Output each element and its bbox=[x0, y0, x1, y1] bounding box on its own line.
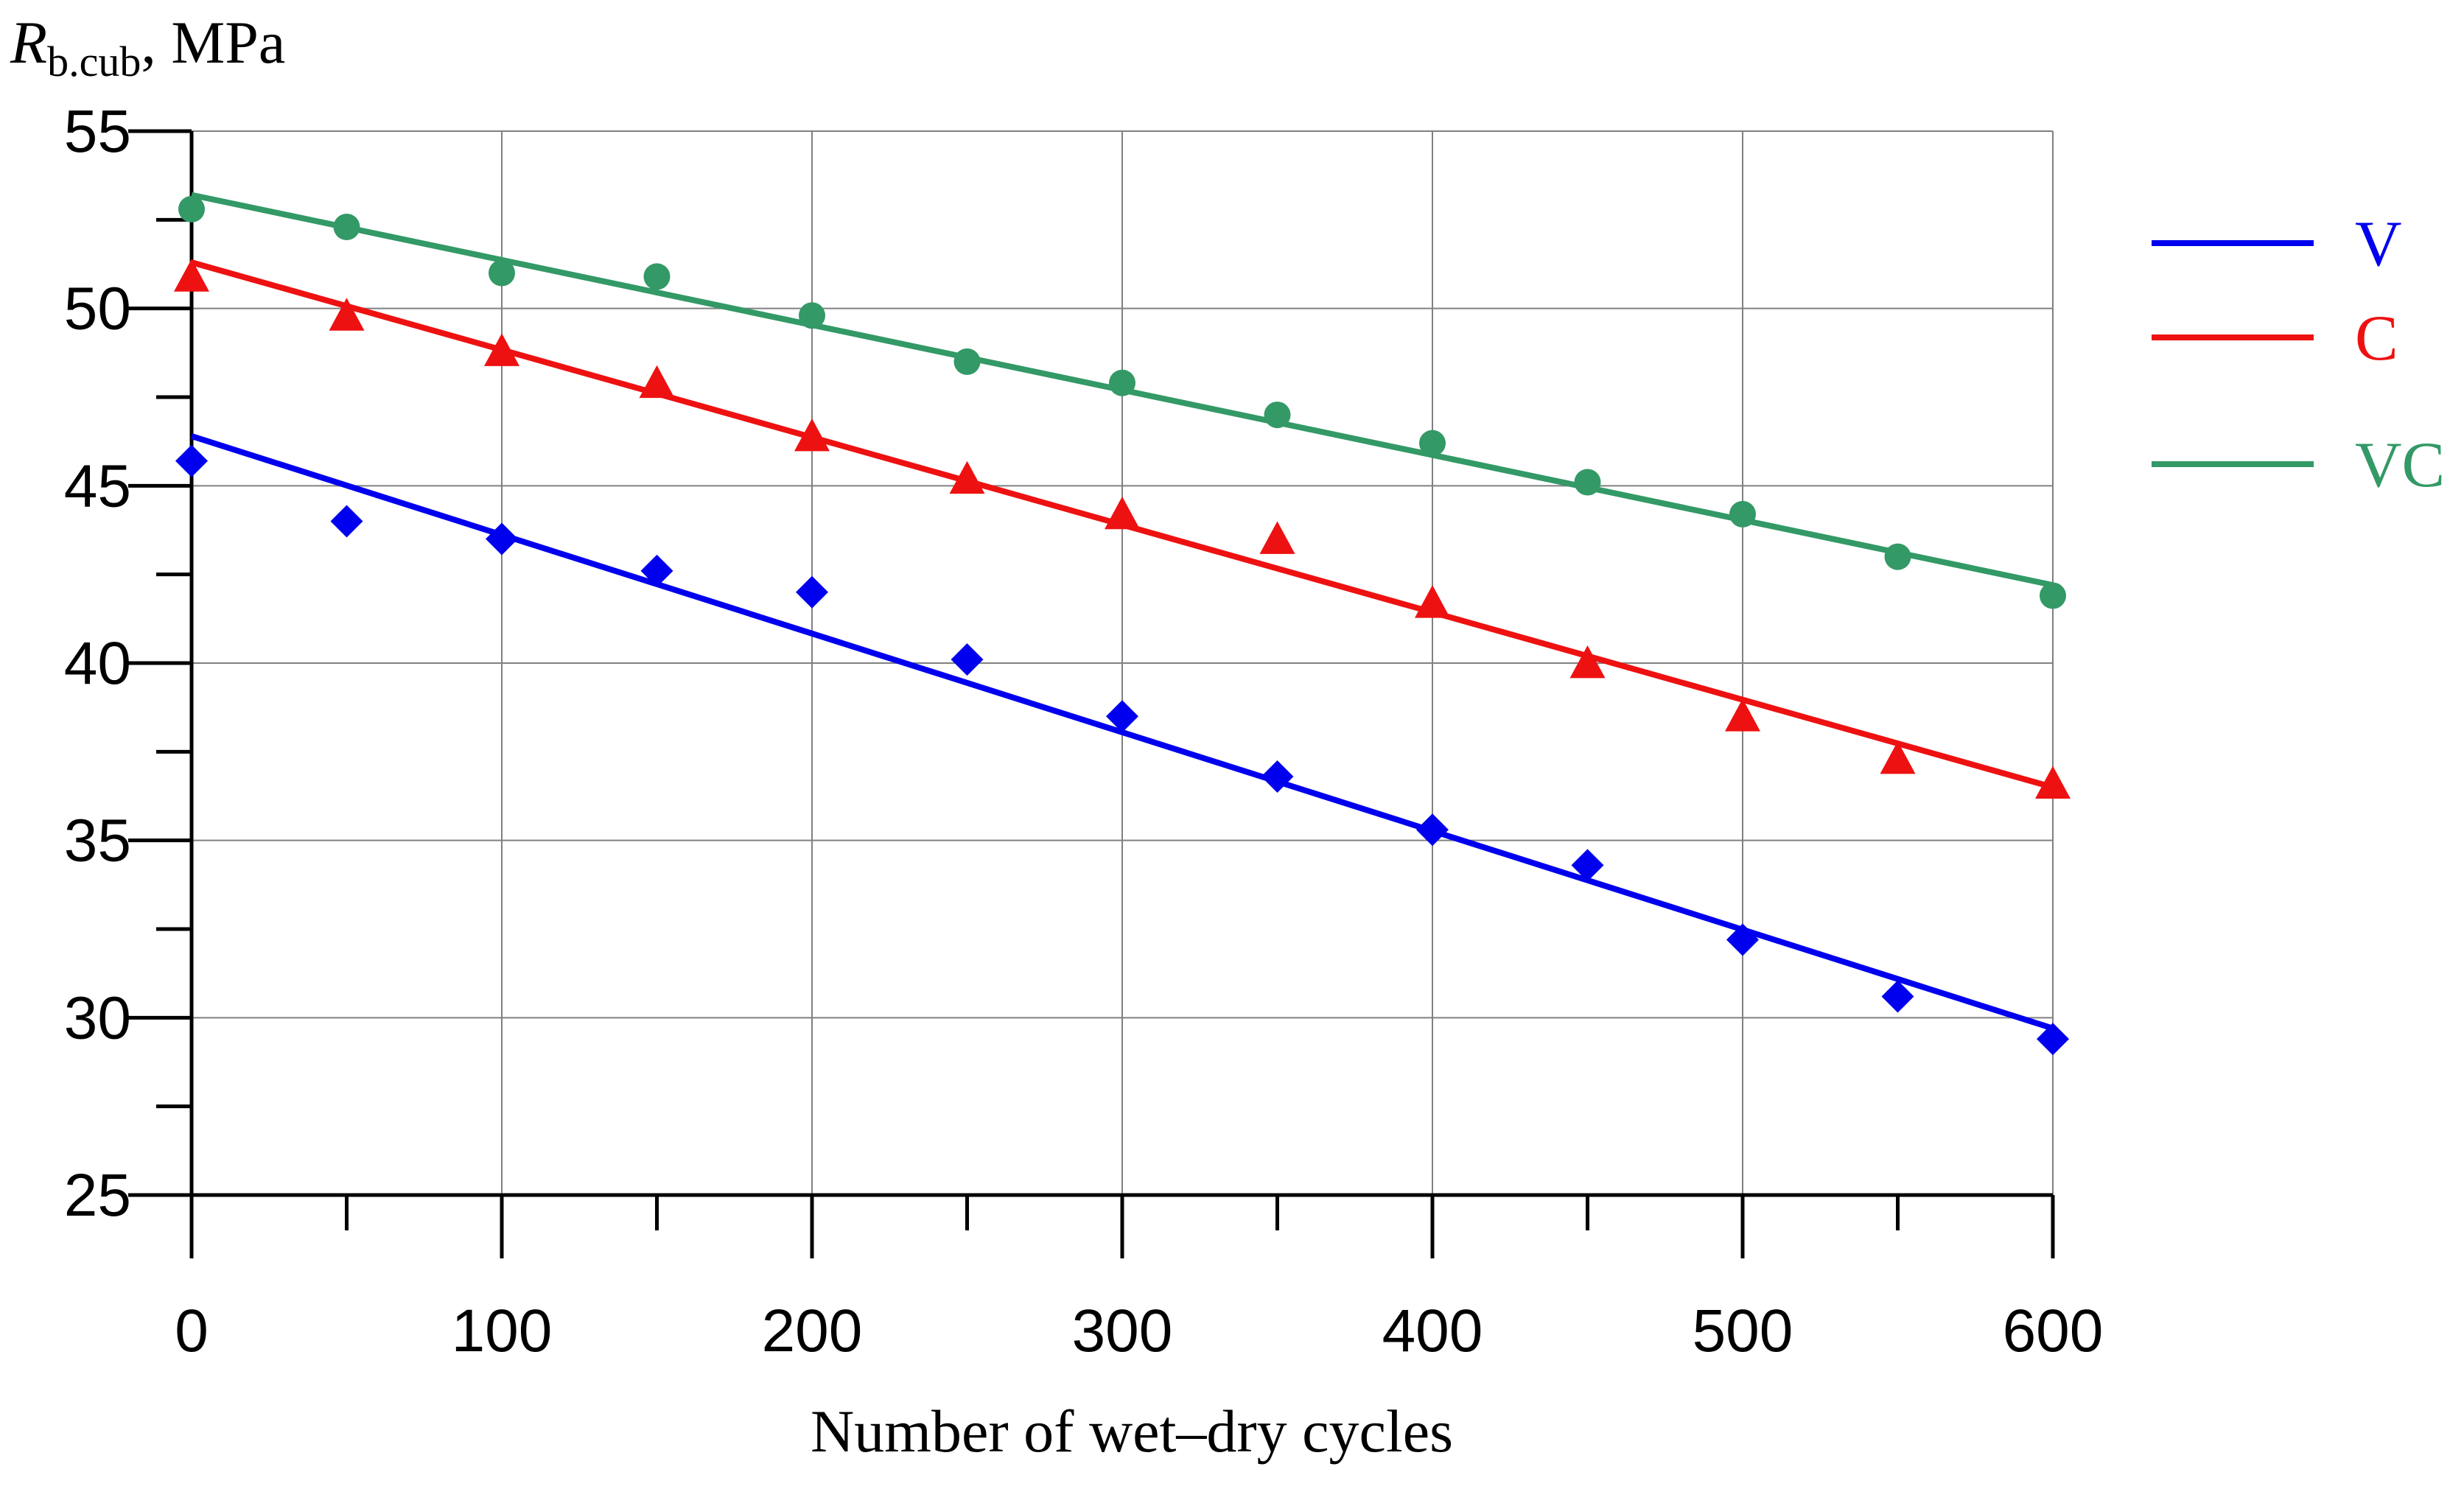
y-tick-label-35: 35 bbox=[64, 807, 131, 875]
axes bbox=[128, 129, 2055, 1258]
data-point-v-500 bbox=[1726, 923, 1759, 956]
data-point-c-300 bbox=[1105, 496, 1140, 530]
y-tick-label-25: 25 bbox=[64, 1162, 131, 1229]
data-point-v-50 bbox=[330, 505, 363, 538]
data-point-c-550 bbox=[1880, 740, 1916, 774]
data-point-v-150 bbox=[640, 554, 673, 587]
data-point-vc-400 bbox=[1419, 430, 1446, 457]
data-point-v-250 bbox=[951, 643, 984, 676]
data-point-vc-300 bbox=[1109, 369, 1135, 396]
data-point-c-500 bbox=[1725, 698, 1760, 732]
data-point-v-400 bbox=[1416, 813, 1449, 847]
data-point-vc-50 bbox=[333, 213, 360, 240]
x-tick-label-400: 400 bbox=[1382, 1297, 1483, 1364]
data-point-v-300 bbox=[1106, 700, 1138, 733]
data-point-c-250 bbox=[949, 460, 985, 494]
y-tick-label-45: 45 bbox=[64, 452, 131, 519]
data-point-c-450 bbox=[1569, 645, 1606, 679]
y-axis-label-symbol: R bbox=[10, 9, 47, 76]
data-markers bbox=[174, 195, 2071, 1056]
data-point-v-200 bbox=[796, 575, 828, 609]
data-point-vc-500 bbox=[1729, 500, 1756, 528]
data-point-v-350 bbox=[1261, 760, 1294, 793]
data-point-v-550 bbox=[1881, 980, 1914, 1013]
data-point-vc-450 bbox=[1574, 469, 1601, 496]
data-point-c-100 bbox=[484, 333, 519, 366]
y-tick-label-50: 50 bbox=[64, 276, 131, 343]
data-point-vc-150 bbox=[643, 263, 671, 290]
data-point-v-100 bbox=[486, 522, 518, 556]
legend: VC VC bbox=[2152, 209, 2445, 501]
data-point-vc-350 bbox=[1264, 402, 1291, 429]
x-tick-label-500: 500 bbox=[1693, 1297, 1793, 1364]
x-tick-label-300: 300 bbox=[1072, 1297, 1173, 1364]
data-point-c-600 bbox=[2035, 765, 2071, 799]
legend-label-vc: VC bbox=[2355, 430, 2445, 501]
y-axis-label-unit: , MPa bbox=[141, 9, 285, 76]
y-tick-label-30: 30 bbox=[64, 984, 131, 1051]
y-tick-label-40: 40 bbox=[64, 630, 131, 697]
data-point-v-450 bbox=[1571, 849, 1604, 882]
data-point-v-600 bbox=[2037, 1023, 2069, 1056]
y-tick-label-55: 55 bbox=[64, 98, 131, 165]
grid-lines bbox=[192, 130, 2054, 1195]
data-point-vc-100 bbox=[489, 259, 515, 287]
data-point-vc-0 bbox=[178, 195, 205, 223]
x-axis-label: Number of wet–dry cycles bbox=[811, 1398, 1453, 1465]
legend-label-c: C bbox=[2355, 303, 2398, 374]
x-tick-label-100: 100 bbox=[452, 1297, 553, 1364]
x-tick-label-600: 600 bbox=[2003, 1297, 2104, 1364]
tick-labels: 25 30 35 40 45 50 55 0 100 200 300 400 500 600 bbox=[64, 98, 2104, 1364]
x-tick-label-0: 0 bbox=[175, 1297, 209, 1364]
data-point-v-0 bbox=[175, 444, 208, 477]
data-point-vc-250 bbox=[953, 348, 981, 375]
data-point-vc-200 bbox=[799, 302, 825, 329]
data-point-c-400 bbox=[1415, 585, 1450, 618]
data-point-c-350 bbox=[1259, 521, 1295, 554]
y-axis-label: Rb.cub, MPa bbox=[10, 9, 285, 85]
data-point-vc-550 bbox=[1884, 543, 1911, 570]
data-point-c-0 bbox=[174, 259, 209, 292]
data-point-c-50 bbox=[329, 298, 365, 331]
legend-label-v: V bbox=[2355, 209, 2402, 280]
x-tick-label-200: 200 bbox=[762, 1297, 863, 1364]
data-point-c-150 bbox=[639, 365, 675, 399]
data-point-c-200 bbox=[794, 418, 830, 452]
y-axis-label-subscript: b.cub bbox=[47, 38, 141, 85]
data-point-vc-600 bbox=[2040, 582, 2066, 609]
